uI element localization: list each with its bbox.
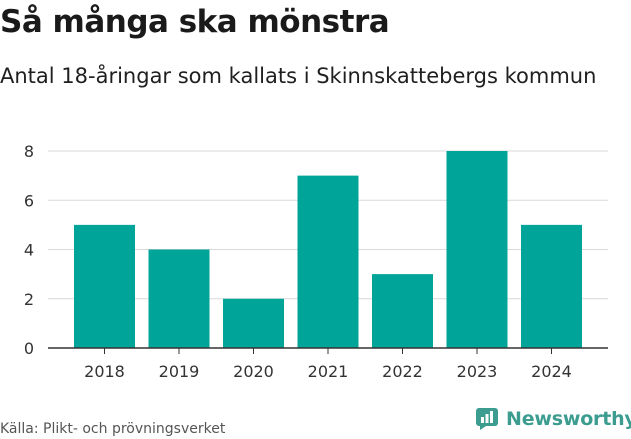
bar-2022 xyxy=(372,274,433,348)
x-tick-label: 2020 xyxy=(233,362,274,381)
y-tick-label: 4 xyxy=(24,241,34,260)
newsworthy-logo-icon xyxy=(476,408,498,430)
x-tick-label: 2018 xyxy=(84,362,125,381)
bar-2023 xyxy=(446,151,508,348)
source-note: Källa: Plikt- och prövningsverket xyxy=(0,421,226,437)
chart-title: Så många ska mönstra xyxy=(0,4,390,40)
x-tick-label: 2021 xyxy=(308,362,349,381)
chart-subtitle: Antal 18-åringar som kallats i Skinnskat… xyxy=(0,64,597,88)
y-tick-label: 8 xyxy=(24,142,34,161)
x-tick-label: 2024 xyxy=(531,362,572,381)
bar-2020 xyxy=(223,298,284,348)
y-tick-label: 0 xyxy=(24,339,34,358)
brand-name: Newsworthy xyxy=(506,408,631,430)
bar-2019 xyxy=(148,249,210,348)
bar-2021 xyxy=(297,175,359,348)
x-tick-label: 2022 xyxy=(382,362,423,381)
bar-2024 xyxy=(521,224,582,348)
x-tick-label: 2023 xyxy=(457,362,498,381)
y-tick-label: 6 xyxy=(24,191,34,210)
brand-mark: Newsworthy xyxy=(476,408,631,430)
x-tick-label: 2019 xyxy=(159,362,200,381)
y-tick-label: 2 xyxy=(24,290,34,309)
bar-2018 xyxy=(74,224,135,348)
